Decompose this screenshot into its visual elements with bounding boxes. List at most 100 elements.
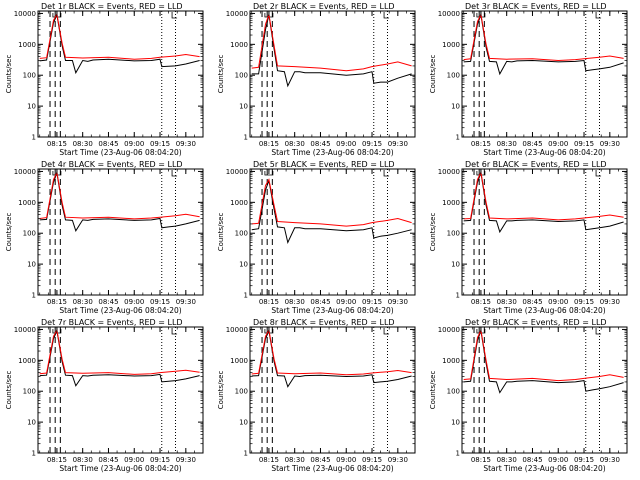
y-tick-label: 100 [235,72,248,80]
y-tick-label: 1 [456,134,460,142]
x-tick-label: 09:15 [362,298,382,306]
y-tick-label: 10 [27,103,36,111]
x-tick-label: 09:15 [574,456,594,464]
x-tick-label: 08:30 [497,298,517,306]
y-tick-label: 10000 [226,326,248,334]
y-tick-label: 10 [451,419,460,427]
chart-title: Det 6r BLACK = Events, RED = LLD [465,160,607,169]
x-tick-label: 09:15 [574,298,594,306]
y-tick-label: 1 [244,450,248,458]
y-tick-label: 100 [23,230,36,238]
x-axis-label: Start Time (23-Aug-06 08:04:20) [483,306,605,315]
y-tick-label: 10 [27,261,36,269]
lld-series-line [463,12,624,62]
y-tick-label: 10 [27,419,36,427]
y-axis-label: Counts/sec [217,55,225,94]
interval-bracket [171,170,178,177]
events-series-line [463,328,624,394]
y-tick-label: 10000 [438,10,460,18]
x-axis-label: Start Time (23-Aug-06 08:04:20) [483,464,605,473]
y-tick-label: 100 [23,72,36,80]
x-axis-label: Start Time (23-Aug-06 08:04:20) [271,306,393,315]
chart-panel-3: Det 3r BLACK = Events, RED = LLD 1 10 100 10… [429,2,628,157]
interval-bracket [171,12,178,19]
x-tick-label: 09:00 [548,140,568,148]
x-tick-label: 09:30 [388,140,408,148]
x-tick-label: 08:15 [259,298,279,306]
chart-panel-9: Det 9r BLACK = Events, RED = LLD 1 10 100 10… [429,318,628,473]
lld-series-line [251,14,412,72]
y-axis-label: Counts/sec [429,55,437,94]
y-tick-label: 100 [235,388,248,396]
x-tick-label: 08:15 [259,456,279,464]
x-tick-label: 08:30 [73,140,93,148]
y-tick-label: 10000 [14,10,36,18]
y-tick-label: 100 [235,230,248,238]
y-tick-label: 1 [32,450,36,458]
chart-title: Det 9r BLACK = Events, RED = LLD [465,318,607,327]
interval-bracket [171,328,178,335]
y-axis-label: Counts/sec [217,213,225,252]
y-tick-label: 1 [456,292,460,300]
y-tick-label: 10000 [438,168,460,176]
x-axis-label: Start Time (23-Aug-06 08:04:20) [271,148,393,157]
lld-series-line [39,328,200,375]
y-tick-label: 10000 [14,168,36,176]
x-tick-label: 08:45 [522,456,542,464]
chart-title: Det 8r BLACK = Events, RED = LLD [253,318,395,327]
x-tick-label: 08:15 [471,140,491,148]
y-tick-label: 1000 [230,357,248,365]
plot-frame [249,326,416,454]
x-tick-label: 09:30 [176,456,196,464]
x-tick-label: 09:30 [600,456,620,464]
plot-frame [37,10,204,138]
x-tick-label: 09:30 [600,140,620,148]
x-tick-label: 08:30 [73,298,93,306]
chart-panel-5: Det 5r BLACK = Events, RED = LLD 1 10 100 10… [217,160,416,315]
x-tick-label: 08:45 [310,298,330,306]
chart-title: Det 1r BLACK = Events, RED = LLD [41,2,183,11]
x-tick-label: 08:30 [497,140,517,148]
interval-bracket [595,170,602,177]
y-axis-label: Counts/sec [429,213,437,252]
y-tick-label: 1000 [442,41,460,49]
y-tick-label: 10 [239,103,248,111]
interval-bracket [383,12,390,19]
lld-series-line [251,328,412,376]
chart-title: Det 7r BLACK = Events, RED = LLD [41,318,183,327]
y-axis-label: Counts/sec [217,371,225,410]
x-axis-label: Start Time (23-Aug-06 08:04:20) [271,464,393,473]
chart-panel-6: Det 6r BLACK = Events, RED = LLD 1 10 100 10… [429,160,628,315]
x-axis-label: Start Time (23-Aug-06 08:04:20) [59,464,181,473]
x-tick-label: 09:15 [150,298,170,306]
x-tick-label: 09:15 [150,456,170,464]
x-tick-label: 09:00 [124,140,144,148]
chart-title: Det 4r BLACK = Events, RED = LLD [41,160,183,169]
x-tick-label: 09:00 [548,456,568,464]
x-tick-label: 08:15 [47,140,67,148]
x-tick-label: 08:15 [471,456,491,464]
y-tick-label: 10 [451,261,460,269]
x-tick-label: 08:45 [522,298,542,306]
interval-bracket [383,328,390,335]
y-tick-label: 1 [244,134,248,142]
x-axis-label: Start Time (23-Aug-06 08:04:20) [59,306,181,315]
y-tick-label: 1000 [18,199,36,207]
x-tick-label: 08:45 [98,140,118,148]
x-tick-label: 08:30 [285,140,305,148]
plot-frame [37,168,204,296]
y-axis-label: Counts/sec [5,55,13,94]
x-tick-label: 09:30 [388,298,408,306]
lld-series-line [39,170,200,220]
chart-panel-8: Det 8r BLACK = Events, RED = LLD 1 10 100 10… [217,318,416,473]
lld-series-line [463,328,624,382]
x-tick-label: 08:45 [98,456,118,464]
interval-bracket [383,170,390,177]
x-tick-label: 09:30 [176,140,196,148]
x-tick-label: 08:30 [73,456,93,464]
x-tick-label: 08:15 [47,456,67,464]
x-tick-label: 09:00 [124,298,144,306]
y-tick-label: 1000 [18,357,36,365]
y-tick-label: 10000 [226,10,248,18]
